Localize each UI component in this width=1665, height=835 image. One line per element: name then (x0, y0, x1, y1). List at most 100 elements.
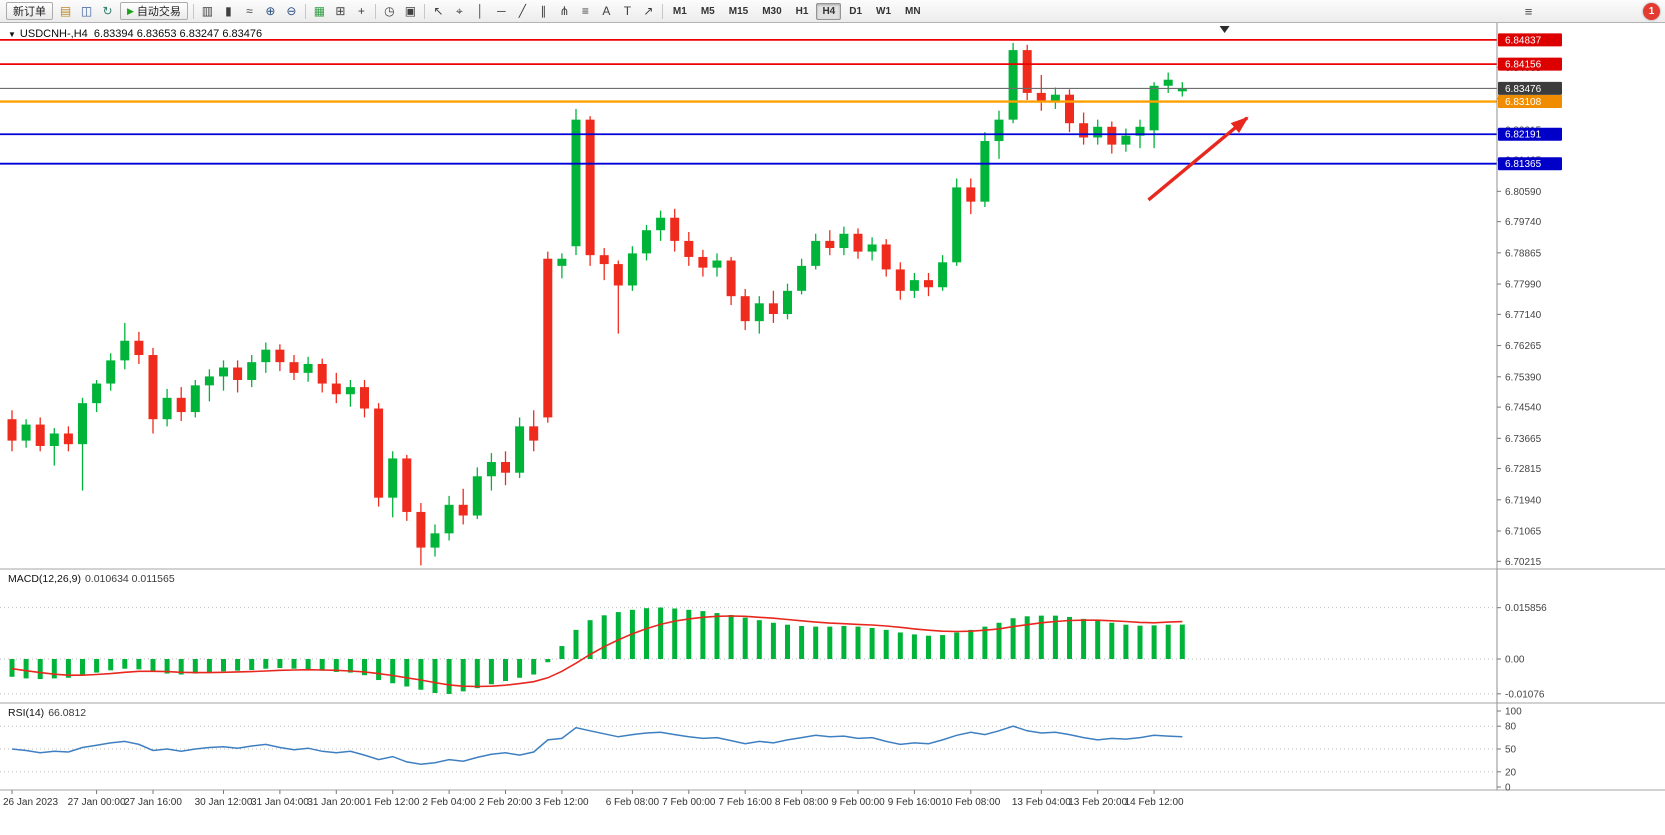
svg-text:6.77990: 6.77990 (1505, 280, 1542, 291)
rsi-line (11, 725, 1183, 765)
svg-text:9 Feb 00:00: 9 Feb 00:00 (831, 797, 885, 808)
toolbar-separator (374, 3, 376, 19)
chart-window: ▼ USDCNH-,H4 6.83394 6.83653 6.83247 6.83… (0, 23, 1665, 835)
notification-badge[interactable]: 1 (1643, 3, 1660, 20)
svg-text:80: 80 (1505, 722, 1517, 733)
svg-text:14 Feb 12:00: 14 Feb 12:00 (1125, 797, 1184, 808)
svg-text:31 Jan 04:00: 31 Jan 04:00 (251, 797, 309, 808)
macd-label: MACD(12,26,9) 0.010634 0.011565 (8, 573, 175, 585)
svg-text:2 Feb 20:00: 2 Feb 20:00 (479, 797, 533, 808)
timeframe-button-w1[interactable]: W1 (876, 5, 892, 17)
toolbar: 新订单 ▤ ◫ ↻ ▶ 自动交易 ▥ ▮ ≈ ⊕ ⊖ ▦ ⊞ + ◷ ▣ ↖ ⌖ │ ─ ╱ ∥ ⋔ ≡ A T ↗ M1 M… (0, 0, 1665, 23)
timeframe-button-h1[interactable]: H1 (795, 5, 809, 17)
candlestick-chart-icon[interactable]: ▮ (225, 3, 232, 18)
svg-text:6.72815: 6.72815 (1505, 464, 1542, 475)
profiles-icon[interactable]: ◫ (80, 3, 93, 18)
toolbar-icon-group-left: ▤ ◫ ↻ (55, 2, 118, 21)
svg-text:7 Feb 16:00: 7 Feb 16:00 (719, 797, 773, 808)
svg-text:6.74540: 6.74540 (1505, 403, 1542, 414)
svg-text:6.76265: 6.76265 (1505, 341, 1542, 352)
zoom-out-icon[interactable]: ⊖ (286, 3, 297, 18)
line-chart-icon[interactable]: ≈ (246, 3, 253, 18)
svg-text:50: 50 (1505, 745, 1517, 756)
svg-text:6.83108: 6.83108 (1505, 97, 1542, 108)
timeframe-button-m30[interactable]: M30 (762, 5, 782, 17)
zoom-in-icon[interactable]: ⊕ (265, 3, 276, 18)
svg-text:8 Feb 08:00: 8 Feb 08:00 (775, 797, 829, 808)
svg-text:0.00: 0.00 (1505, 655, 1525, 666)
vertical-line-icon[interactable]: │ (476, 3, 485, 18)
rsi-label: RSI(14) 66.0812 (8, 707, 87, 719)
symbol-timeframe: USDCNH-,H4 (19, 28, 88, 40)
svg-text:-0.01076: -0.01076 (1505, 689, 1545, 700)
svg-text:6.77140: 6.77140 (1505, 310, 1542, 321)
crosshair-icon[interactable]: ⌖ (456, 3, 463, 18)
svg-text:2 Feb 04:00: 2 Feb 04:00 (422, 797, 476, 808)
new-chart-icon[interactable]: + (357, 3, 365, 18)
timeframe-group: M1 M5 M15 M30 H1 H4 D1 W1 MN (666, 2, 928, 20)
horizontal-line-icon[interactable]: ─ (497, 3, 506, 18)
rsi-value: 66.0812 (48, 707, 87, 719)
svg-text:26 Jan 2023: 26 Jan 2023 (3, 797, 58, 808)
period-clock-icon[interactable]: ◷ (384, 3, 395, 18)
svg-text:6.83476: 6.83476 (1505, 84, 1542, 95)
text-label-icon[interactable]: T (623, 3, 632, 18)
candlestick-series (7, 42, 1187, 566)
svg-text:1 Feb 12:00: 1 Feb 12:00 (366, 797, 420, 808)
svg-text:6.78865: 6.78865 (1505, 248, 1542, 259)
autotrading-button[interactable]: ▶ 自动交易 (120, 2, 188, 20)
svg-text:6.73665: 6.73665 (1505, 434, 1542, 445)
chart-canvas[interactable]: 6.840656.831906.823156.814656.805906.797… (0, 23, 1665, 814)
svg-text:6.71940: 6.71940 (1505, 495, 1542, 506)
grid-icon[interactable]: ▦ (313, 3, 326, 18)
svg-text:13 Feb 04:00: 13 Feb 04:00 (1012, 797, 1071, 808)
toolbar-separator (192, 3, 194, 19)
tile-windows-icon[interactable]: ⊞ (335, 3, 346, 18)
timeframe-button-h4[interactable]: H4 (816, 2, 842, 20)
arrow-annotation[interactable] (1147, 116, 1249, 202)
svg-text:3 Feb 12:00: 3 Feb 12:00 (535, 797, 589, 808)
svg-text:27 Jan 00:00: 27 Jan 00:00 (68, 797, 126, 808)
trendline-icon[interactable]: ╱ (518, 3, 527, 18)
svg-text:0.015856: 0.015856 (1505, 603, 1547, 614)
svg-text:0: 0 (1505, 783, 1511, 794)
svg-text:10 Feb 08:00: 10 Feb 08:00 (941, 797, 1000, 808)
svg-text:13 Feb 20:00: 13 Feb 20:00 (1068, 797, 1127, 808)
bar-chart-icon[interactable]: ▥ (201, 3, 214, 18)
svg-text:6.84837: 6.84837 (1505, 35, 1542, 46)
toolbar-icon-group-tools: ▥ ▮ ≈ ⊕ ⊖ ▦ ⊞ + ◷ ▣ ↖ ⌖ │ ─ ╱ ∥ ⋔ ≡ A T ↗ (190, 2, 666, 21)
channel-icon[interactable]: ∥ (540, 3, 547, 18)
text-icon[interactable]: A (602, 3, 611, 18)
svg-text:6.81365: 6.81365 (1505, 159, 1542, 170)
play-icon: ▶ (127, 5, 134, 16)
timeframe-button-m1[interactable]: M1 (672, 5, 687, 17)
arrow-tool-icon[interactable]: ↗ (643, 3, 654, 18)
cursor-icon[interactable]: ↖ (433, 3, 444, 18)
refresh-icon[interactable]: ↻ (102, 3, 113, 18)
price-badges: 6.84837 6.84156 6.83476 6.83108 6.82191 6.813… (1498, 33, 1562, 171)
new-order-button[interactable]: 新订单 (6, 2, 53, 20)
timeframe-button-m5[interactable]: M5 (700, 5, 715, 17)
svg-text:6.79740: 6.79740 (1505, 217, 1542, 228)
macd-values: 0.010634 0.011565 (84, 573, 175, 585)
rsi-panel: 100 80 50 20 0 (0, 707, 1522, 794)
svg-text:6.70215: 6.70215 (1505, 557, 1542, 568)
svg-text:6.71065: 6.71065 (1505, 527, 1542, 538)
timeframe-button-mn[interactable]: MN (905, 5, 921, 17)
menu-icon[interactable]: ≡ (1524, 4, 1533, 19)
svg-text:6 Feb 08:00: 6 Feb 08:00 (606, 797, 660, 808)
svg-text:6.82191: 6.82191 (1505, 130, 1542, 141)
snapshot-icon[interactable]: ▣ (404, 3, 417, 18)
pitchfork-icon[interactable]: ⋔ (559, 3, 570, 18)
toolbar-separator (661, 3, 663, 19)
timeframe-button-d1[interactable]: D1 (849, 5, 863, 17)
svg-text:9 Feb 16:00: 9 Feb 16:00 (888, 797, 942, 808)
autotrading-label: 自动交易 (136, 6, 181, 18)
fibonacci-icon[interactable]: ≡ (581, 3, 589, 18)
chart-shift-marker[interactable] (1219, 26, 1230, 33)
collapse-arrow-icon[interactable]: ▼ (8, 30, 16, 39)
timeframe-button-m15[interactable]: M15 (728, 5, 749, 17)
svg-text:30 Jan 12:00: 30 Jan 12:00 (195, 797, 253, 808)
templates-icon[interactable]: ▤ (59, 3, 72, 18)
